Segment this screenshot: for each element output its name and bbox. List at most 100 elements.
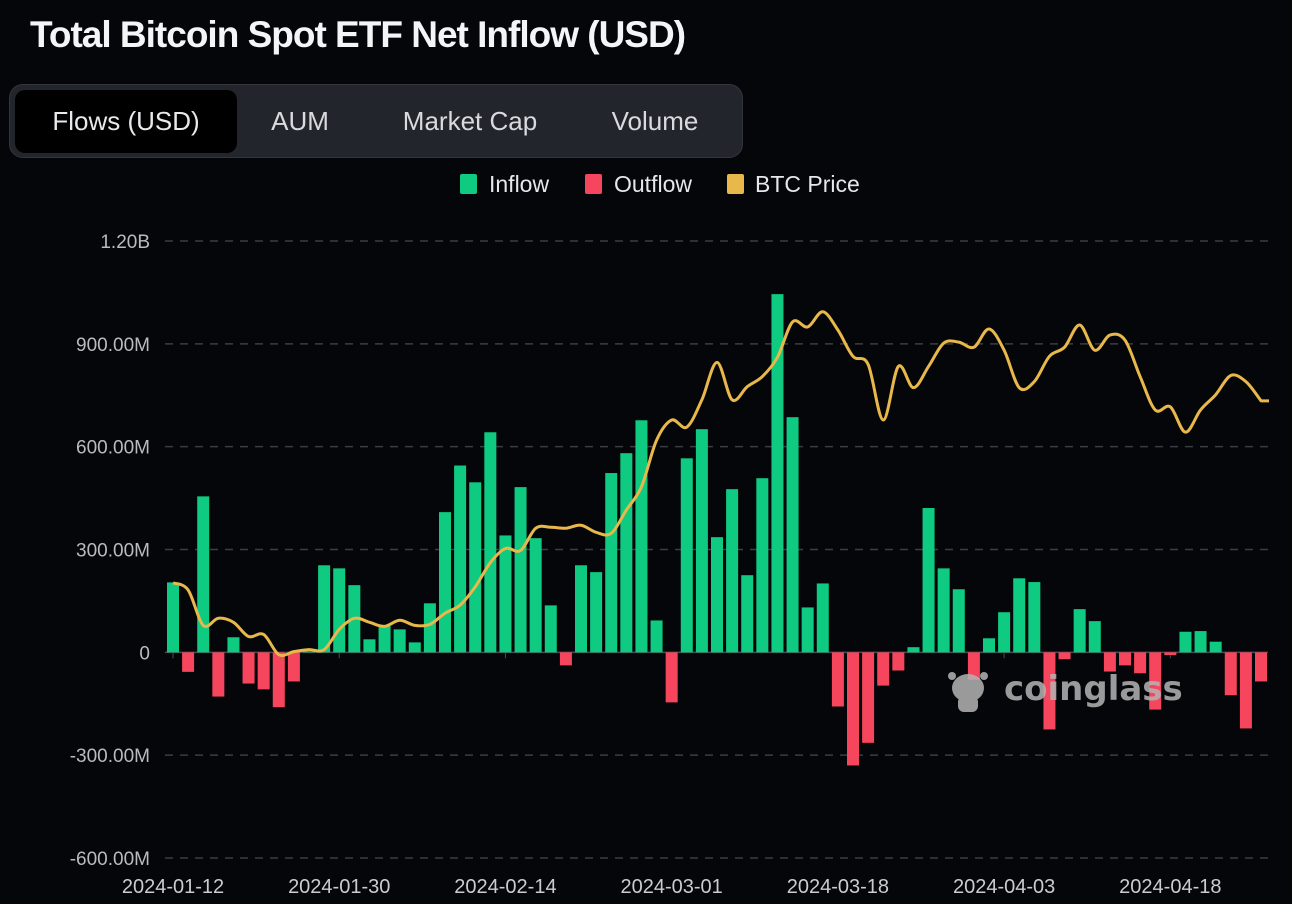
inflow-bar[interactable] — [167, 582, 179, 653]
outflow-bar[interactable] — [967, 652, 980, 680]
legend-label-btc-price: BTC Price — [755, 171, 860, 197]
inflow-bar[interactable] — [590, 572, 603, 653]
inflow-bar[interactable] — [227, 637, 240, 653]
outflow-bar[interactable] — [257, 652, 270, 690]
outflow-bar[interactable] — [272, 652, 285, 708]
inflow-bar[interactable] — [695, 429, 708, 653]
outflow-bar[interactable] — [1058, 652, 1071, 660]
watermark-text: coinglass — [1004, 669, 1183, 709]
inflow-bar[interactable] — [363, 639, 376, 653]
inflow-bar[interactable] — [378, 625, 391, 653]
btc-price-line — [172, 310, 1269, 658]
inflow-bar[interactable] — [1073, 609, 1086, 653]
outflow-bar[interactable] — [877, 652, 890, 686]
tab-market-cap[interactable]: Market Cap — [402, 106, 538, 136]
inflow-bar[interactable] — [484, 432, 497, 653]
x-tick-label: 2024-04-03 — [953, 876, 1055, 898]
inflow-bar[interactable] — [514, 487, 527, 653]
inflow-bar[interactable] — [907, 647, 920, 653]
inflow-bar[interactable] — [620, 453, 633, 653]
inflow-bar[interactable] — [726, 489, 739, 653]
legend-label-outflow: Outflow — [614, 171, 692, 197]
inflow-bar[interactable] — [1013, 578, 1026, 653]
outflow-bar[interactable] — [1255, 652, 1267, 682]
inflow-bar[interactable] — [393, 629, 406, 653]
inflow-bar[interactable] — [1179, 631, 1192, 653]
y-tick-label: -300.00M — [70, 746, 150, 767]
inflow-bar[interactable] — [741, 575, 754, 653]
coinglass-logo-icon — [948, 672, 988, 712]
outflow-bar[interactable] — [1164, 652, 1177, 656]
y-tick-label: 600.00M — [76, 438, 150, 459]
inflow-bar[interactable] — [1088, 621, 1101, 653]
inflow-bar[interactable] — [575, 565, 587, 653]
y-axis: 1.20B 900.00M 600.00M 300.00M 0 -300.00M -600.… — [70, 232, 150, 870]
inflow-bar[interactable] — [333, 568, 346, 653]
inflow-bar[interactable] — [529, 538, 542, 653]
inflow-bar[interactable] — [711, 537, 723, 653]
outflow-bar[interactable] — [1224, 652, 1237, 696]
inflow-bar[interactable] — [499, 535, 512, 653]
inflow-bar[interactable] — [318, 565, 331, 653]
outflow-bar[interactable] — [242, 652, 255, 684]
inflow-bar[interactable] — [756, 478, 769, 653]
y-tick-label: 0 — [139, 643, 150, 664]
x-tick-label: 2024-03-18 — [787, 876, 889, 898]
metric-tabs: Flows (USD) AUM Market Cap Volume — [9, 84, 743, 158]
tab-volume[interactable]: Volume — [611, 106, 699, 136]
outflow-bar[interactable] — [559, 652, 572, 666]
inflow-bar[interactable] — [605, 473, 618, 653]
outflow-bar[interactable] — [1134, 652, 1147, 674]
outflow-bar[interactable] — [1103, 652, 1116, 672]
inflow-bar[interactable] — [469, 482, 482, 653]
inflow-bar[interactable] — [680, 458, 693, 653]
inflow-bar[interactable] — [439, 512, 451, 653]
legend-item-outflow[interactable]: Outflow — [585, 171, 692, 197]
inflow-bar[interactable] — [1028, 582, 1041, 653]
inflow-bar[interactable] — [771, 294, 784, 653]
inflow-bar[interactable] — [544, 605, 557, 653]
inflow-bar[interactable] — [1194, 631, 1207, 653]
legend-item-inflow[interactable]: Inflow — [460, 171, 549, 197]
inflow-bar[interactable] — [650, 620, 663, 653]
inflow-bar[interactable] — [423, 603, 436, 653]
inflow-bar[interactable] — [454, 465, 467, 653]
tab-flows[interactable]: Flows (USD) — [15, 90, 237, 153]
outflow-bar[interactable] — [287, 652, 300, 682]
outflow-bar[interactable] — [831, 652, 844, 707]
tab-aum[interactable]: AUM — [271, 106, 329, 136]
outflow-bar[interactable] — [892, 652, 905, 671]
inflow-bar[interactable] — [303, 651, 315, 653]
outflow-bar[interactable] — [212, 652, 225, 697]
inflow-bar[interactable] — [197, 496, 210, 653]
outflow-bar[interactable] — [847, 652, 859, 766]
inflow-bar[interactable] — [408, 642, 421, 653]
inflow-bar[interactable] — [998, 612, 1011, 653]
outflow-bar[interactable] — [1149, 652, 1162, 710]
x-axis: 2024-01-12 2024-01-30 2024-02-14 2024-03-01… — [122, 652, 1221, 898]
inflow-bar[interactable] — [816, 583, 829, 653]
inflow-bar[interactable] — [922, 508, 935, 653]
legend-label-inflow: Inflow — [489, 171, 549, 197]
outflow-bar[interactable] — [862, 652, 875, 743]
inflow-bar[interactable] — [786, 417, 799, 653]
inflow-bar[interactable] — [952, 589, 965, 653]
outflow-bar[interactable] — [1239, 652, 1252, 729]
outflow-swatch — [585, 174, 602, 194]
x-tick-label: 2024-03-01 — [621, 876, 723, 898]
inflow-swatch — [460, 174, 477, 194]
outflow-bar[interactable] — [1043, 652, 1056, 730]
inflow-bar[interactable] — [635, 420, 648, 653]
outflow-bar[interactable] — [1119, 652, 1131, 666]
inflow-bar[interactable] — [1209, 641, 1222, 653]
coinglass-watermark: coinglass — [948, 669, 1183, 712]
inflow-bar[interactable] — [937, 568, 950, 653]
outflow-bar[interactable] — [182, 652, 195, 672]
x-tick-label: 2024-04-18 — [1119, 876, 1221, 898]
y-tick-label: -600.00M — [70, 849, 150, 870]
legend-item-btc-price[interactable]: BTC Price — [727, 171, 860, 197]
outflow-bar[interactable] — [665, 652, 678, 703]
inflow-bar[interactable] — [983, 638, 995, 653]
inflow-bar[interactable] — [801, 607, 814, 653]
